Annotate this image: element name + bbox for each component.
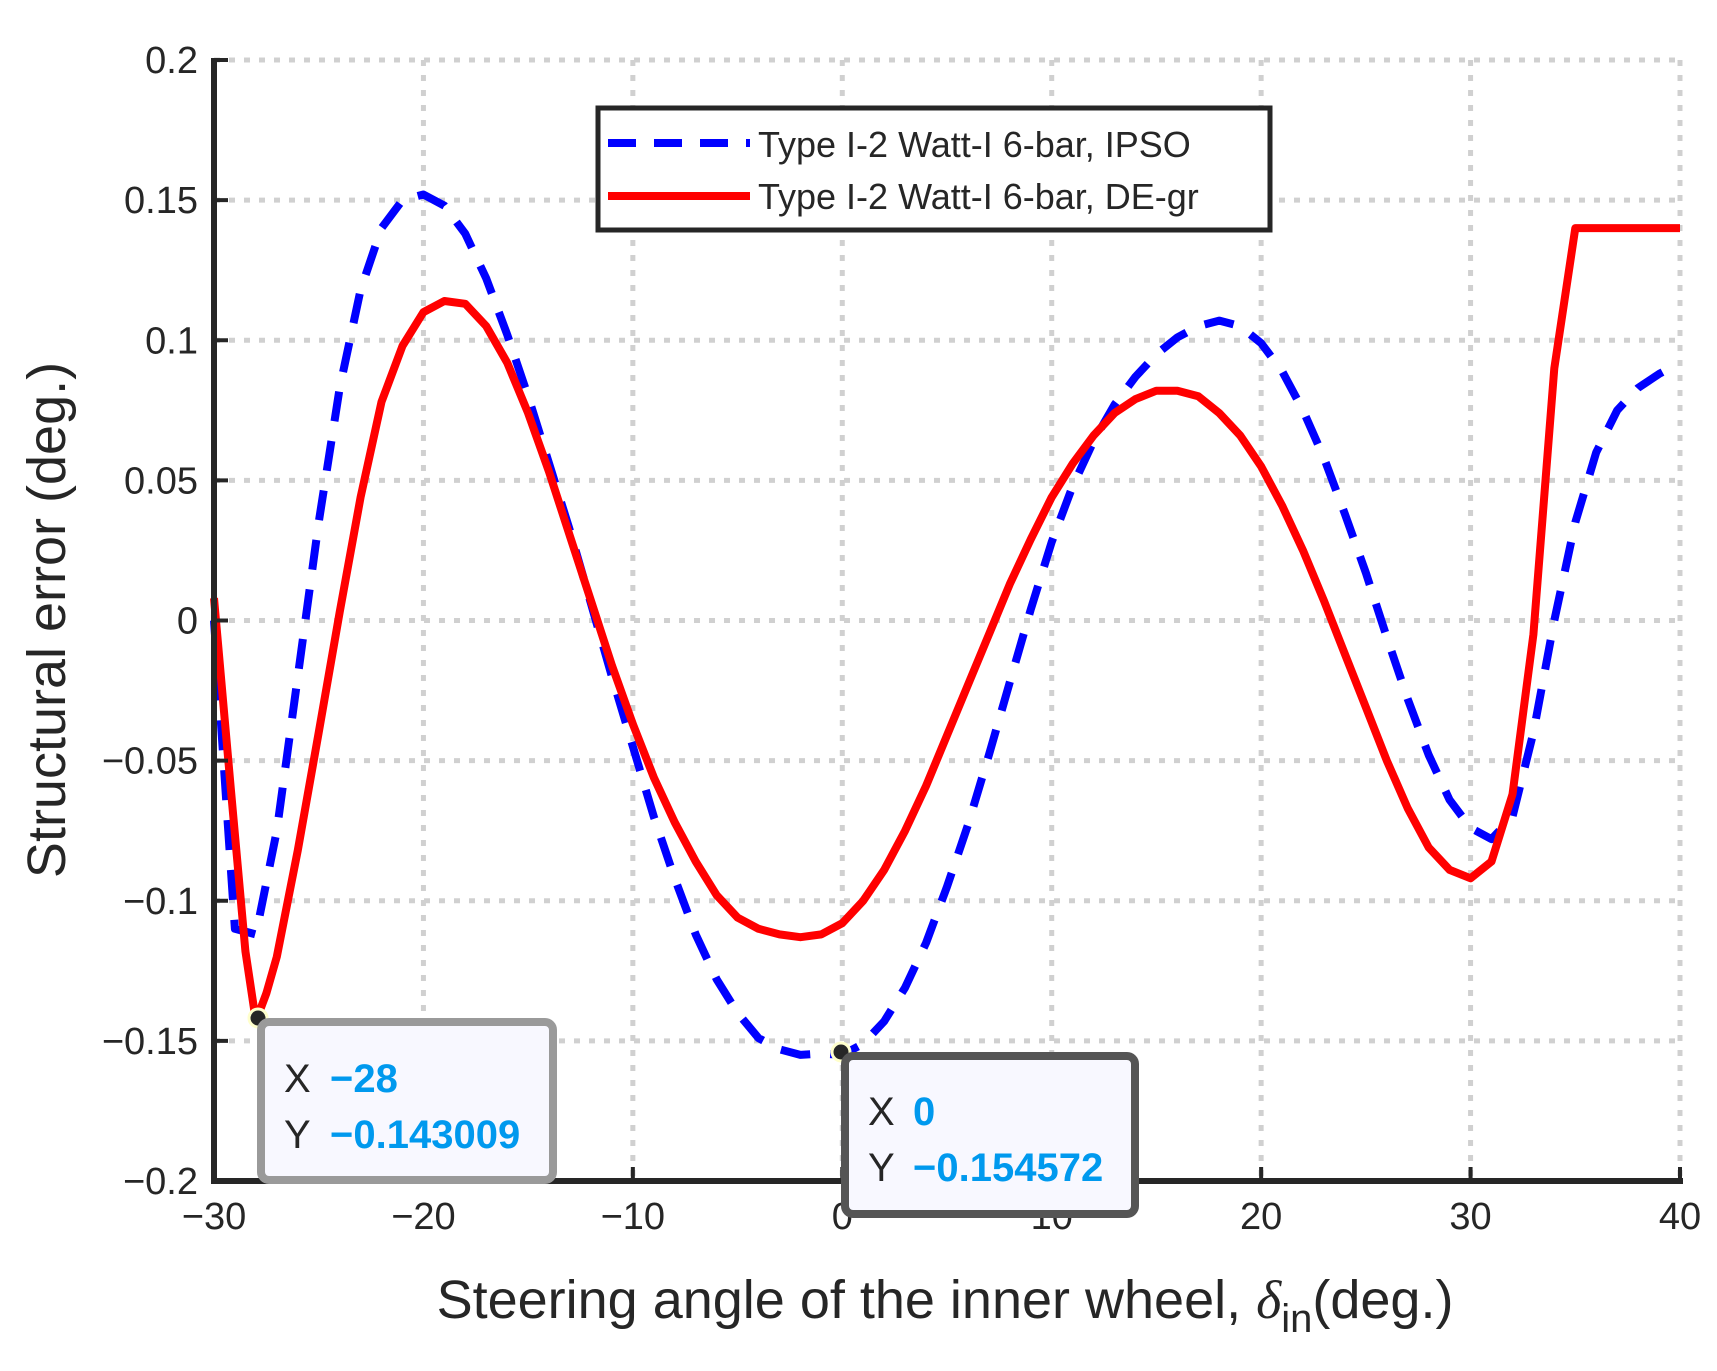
- y-tick-label-6: 0.1: [145, 320, 198, 362]
- data-tip-2[interactable]: X 0 Y −0.154572: [830, 1041, 1139, 1218]
- x-tick-label-1: −20: [391, 1196, 455, 1238]
- y-tick-label-2: −0.1: [123, 881, 198, 923]
- x-axis-label: Steering angle of the inner wheel, δin(d…: [437, 1270, 1454, 1341]
- legend-label-ipso: Type I-2 Watt-I 6-bar, IPSO: [758, 124, 1191, 165]
- data-tip-2-y-label: Y: [868, 1146, 895, 1190]
- data-tip-1-box: [257, 1018, 557, 1184]
- data-tip-1-y-value: −0.143009: [330, 1113, 520, 1157]
- x-axis-label-subscript: in: [1281, 1297, 1312, 1341]
- legend-label-degr: Type I-2 Watt-I 6-bar, DE-gr: [758, 176, 1199, 217]
- y-tick-label-3: −0.05: [102, 741, 198, 783]
- x-tick-label-7: 40: [1659, 1196, 1701, 1238]
- data-tip-1-x-label: X: [284, 1057, 311, 1101]
- data-tip-2-y-value: −0.154572: [913, 1146, 1103, 1190]
- ticks: −30−20−10010203040−0.2−0.15−0.1−0.0500.0…: [102, 40, 1701, 1238]
- x-tick-label-0: −30: [182, 1196, 246, 1238]
- x-tick-label-5: 20: [1240, 1196, 1282, 1238]
- data-tip-1-y-label: Y: [284, 1113, 311, 1157]
- y-tick-label-0: −0.2: [123, 1161, 198, 1203]
- data-tip-2-x-value: 0: [913, 1090, 935, 1134]
- data-tip-1[interactable]: X −28 Y −0.143009: [247, 1007, 557, 1184]
- x-axis-label-symbol: δ: [1256, 1270, 1282, 1330]
- legend-box: [595, 105, 1273, 233]
- y-tick-label-1: −0.15: [102, 1021, 198, 1063]
- x-axis-label-suffix: (deg.): [1312, 1270, 1453, 1330]
- data-tip-2-box: [841, 1052, 1139, 1218]
- x-axis-label-main: Steering angle of the inner wheel,: [437, 1270, 1257, 1330]
- data-tip-2-x-label: X: [868, 1090, 895, 1134]
- x-tick-label-2: −10: [601, 1196, 665, 1238]
- series-group: [210, 190, 1682, 1059]
- y-tick-label-5: 0.05: [124, 460, 198, 502]
- legend: Type I-2 Watt-I 6-bar, IPSO Type I-2 Wat…: [595, 105, 1273, 233]
- y-tick-label-4: 0: [177, 601, 198, 643]
- x-tick-label-6: 30: [1449, 1196, 1491, 1238]
- y-axis-label: Structural error (deg.): [17, 362, 77, 878]
- data-tip-1-x-value: −28: [330, 1057, 398, 1101]
- series-line-0: [210, 190, 1682, 1059]
- y-tick-label-8: 0.2: [145, 40, 198, 82]
- series-line-1: [210, 224, 1680, 1026]
- y-tick-label-7: 0.15: [124, 180, 198, 222]
